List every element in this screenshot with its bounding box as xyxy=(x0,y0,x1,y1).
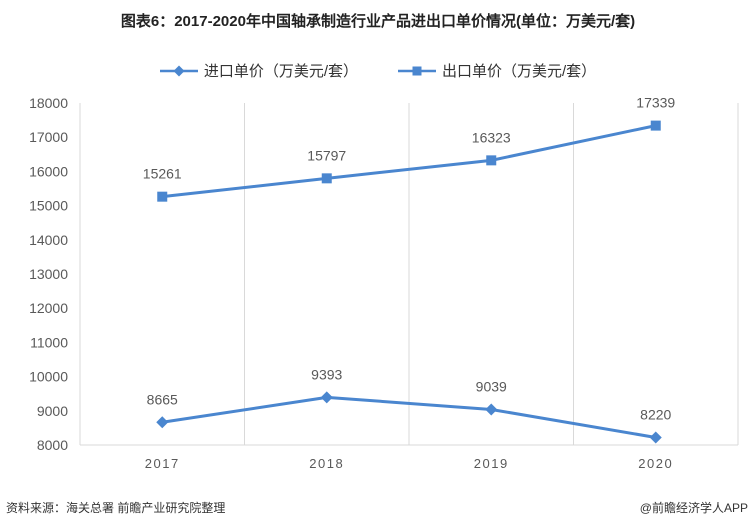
data-point-marker xyxy=(321,173,332,184)
legend-import-symbol xyxy=(159,65,198,76)
data-point-marker xyxy=(156,416,169,429)
y-tick-label: 8000 xyxy=(37,437,68,453)
data-label: 15261 xyxy=(143,166,182,182)
data-label: 8665 xyxy=(147,391,178,407)
source-note: 资料来源：海关总署 前瞻产业研究院整理 xyxy=(6,501,226,515)
y-tick-label: 15000 xyxy=(29,198,68,214)
credit-note: @前瞻经济学人APP xyxy=(639,501,748,515)
data-point-marker xyxy=(320,391,333,404)
x-tick-label: 2020 xyxy=(638,456,673,471)
x-tick-label: 2019 xyxy=(474,456,509,471)
legend-item-import: 进口单价（万美元/套） xyxy=(159,60,358,81)
legend-export-label: 出口单价（万美元/套） xyxy=(442,63,597,80)
series-line-0 xyxy=(162,395,657,439)
data-label: 16323 xyxy=(472,129,511,145)
y-tick-label: 9000 xyxy=(37,403,68,419)
data-point-marker xyxy=(157,191,168,202)
y-tick-label: 18000 xyxy=(29,95,68,111)
y-tick-label: 14000 xyxy=(29,232,68,248)
y-tick-label: 13000 xyxy=(29,266,68,282)
y-tick-label: 11000 xyxy=(30,334,68,350)
y-tick-label: 17000 xyxy=(29,129,68,145)
legend-import-label: 进口单价（万美元/套） xyxy=(203,63,358,80)
data-label: 9393 xyxy=(311,366,342,382)
data-point-marker xyxy=(649,431,662,444)
data-point-marker xyxy=(486,155,497,166)
data-point-marker xyxy=(485,403,498,416)
chart-title: 图表6：2017-2020年中国轴承制造行业产品进出口单价情况(单位：万美元/套… xyxy=(120,13,636,30)
data-label: 8220 xyxy=(640,406,671,422)
data-label: 15797 xyxy=(307,147,346,163)
y-tick-label: 10000 xyxy=(29,369,68,385)
legend-item-export: 出口单价（万美元/套） xyxy=(398,60,596,81)
y-tick-label: 16000 xyxy=(29,163,68,179)
series-line-1 xyxy=(162,124,657,199)
x-tick-label: 2017 xyxy=(145,456,180,471)
y-tick-label: 12000 xyxy=(29,300,68,316)
legend-export-symbol xyxy=(398,66,436,75)
data-point-marker xyxy=(650,120,661,131)
legend: 进口单价（万美元/套） 出口单价（万美元/套） xyxy=(0,60,756,81)
data-label: 9039 xyxy=(476,378,507,394)
x-tick-label: 2018 xyxy=(309,456,344,471)
data-label: 17339 xyxy=(636,95,675,111)
